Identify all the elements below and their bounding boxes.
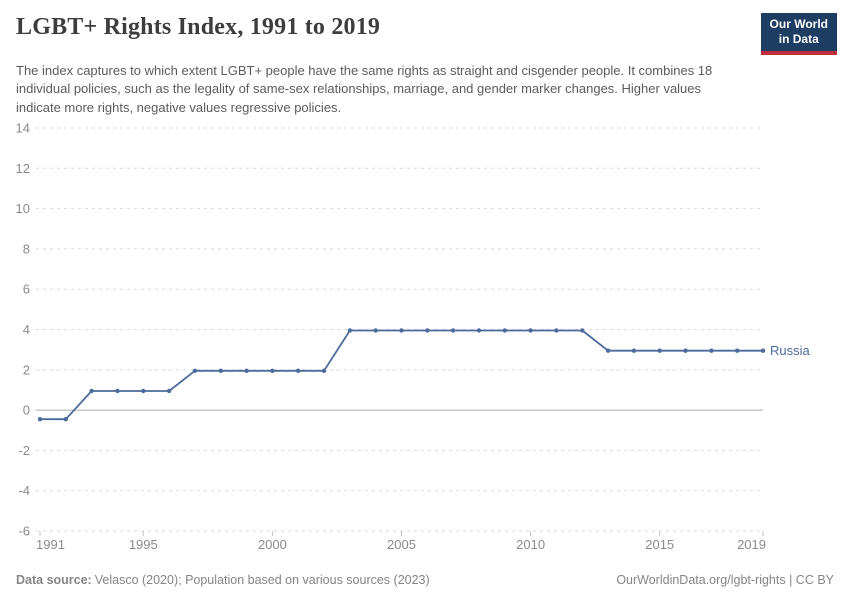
x-axis-tick-label: 1995 [129,537,158,552]
x-axis-tick-label: 2010 [516,537,545,552]
y-axis-tick-label: -6 [18,524,30,539]
data-point [605,348,611,353]
data-source-text: Velasco (2020); Population based on vari… [94,573,430,587]
chart-title: LGBT+ Rights Index, 1991 to 2019 [16,14,381,40]
data-point [270,368,275,373]
data-point [502,328,507,333]
y-axis-tick-label: 4 [23,322,30,337]
owid-logo: Our World in Data [760,13,837,55]
data-point [399,328,404,333]
data-point [166,388,172,394]
x-axis-tick-label: 2015 [645,537,674,552]
data-point [347,328,353,333]
data-point [657,348,662,353]
series-line-russia [40,329,763,421]
data-point [373,328,378,333]
credit-line: OurWorldinData.org/lgbt-rights | CC BY [616,573,834,587]
data-point [476,328,482,333]
y-axis-tick-label: 10 [16,201,30,216]
y-axis-tick-label: 12 [16,161,30,176]
y-axis-tick-label: -4 [18,483,30,498]
data-point [760,348,766,353]
data-source-label: Data source: [16,573,92,587]
data-point [244,368,249,373]
x-axis-tick-label: 2005 [387,537,416,552]
data-point [89,388,94,394]
data-point [735,348,740,353]
data-point [709,348,714,353]
y-axis-tick-label: -2 [18,443,30,458]
y-axis-tick-label: 6 [23,282,30,297]
data-point [683,348,688,353]
data-point [580,328,585,333]
data-point [296,368,301,373]
data-point [115,388,120,394]
data-point [528,328,533,333]
y-axis-tick-label: 0 [23,403,30,418]
y-axis-tick-label: 8 [23,241,30,256]
data-point [192,368,198,373]
series-label-russia: Russia [770,343,811,358]
data-point [321,368,327,373]
x-axis-tick-label: 2000 [258,537,287,552]
data-point [37,417,43,422]
owid-logo-line1: Our World [769,17,828,31]
y-axis-tick-label: 14 [16,121,30,136]
owid-logo-line2: in Data [778,32,819,47]
data-source-line: Data source: Velasco (2020); Population b… [16,573,430,587]
data-point [141,388,146,394]
data-point [450,328,456,333]
x-axis-tick-label: 2019 [737,537,766,552]
y-axis-tick-label: 2 [23,362,30,377]
data-point [425,328,430,333]
data-point [554,328,559,333]
chart-subtitle: The index captures to which extent LGBT+… [16,63,713,115]
data-point [63,417,68,422]
data-point [218,368,223,373]
x-axis-tick-label: 1991 [36,537,65,552]
data-point [631,348,637,353]
